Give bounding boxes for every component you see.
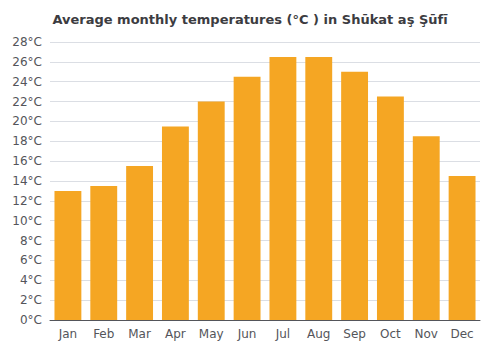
- svg-text:4°C: 4°C: [20, 273, 42, 287]
- svg-text:Dec: Dec: [450, 327, 473, 341]
- svg-text:Nov: Nov: [415, 327, 438, 341]
- svg-text:18°C: 18°C: [12, 134, 42, 148]
- svg-text:22°C: 22°C: [12, 95, 42, 109]
- svg-text:14°C: 14°C: [12, 174, 42, 188]
- svg-text:Feb: Feb: [93, 327, 114, 341]
- svg-text:28°C: 28°C: [12, 35, 42, 49]
- svg-text:Aug: Aug: [307, 327, 330, 341]
- svg-text:Sep: Sep: [343, 327, 366, 341]
- svg-text:16°C: 16°C: [12, 154, 42, 168]
- svg-text:20°C: 20°C: [12, 114, 42, 128]
- svg-text:Average monthly temperatures (: Average monthly temperatures (°C ) in Sh…: [52, 12, 448, 27]
- svg-text:12°C: 12°C: [12, 194, 42, 208]
- svg-text:Jun: Jun: [237, 327, 257, 341]
- svg-text:May: May: [199, 327, 224, 341]
- svg-text:6°C: 6°C: [20, 253, 42, 267]
- svg-text:10°C: 10°C: [12, 214, 42, 228]
- svg-text:2°C: 2°C: [20, 293, 42, 307]
- svg-text:8°C: 8°C: [20, 234, 42, 248]
- svg-text:Jul: Jul: [275, 327, 290, 341]
- svg-text:Oct: Oct: [380, 327, 401, 341]
- svg-text:Mar: Mar: [128, 327, 151, 341]
- svg-text:Apr: Apr: [165, 327, 186, 341]
- svg-text:26°C: 26°C: [12, 55, 42, 69]
- svg-text:Jan: Jan: [58, 327, 78, 341]
- svg-text:0°C: 0°C: [20, 313, 42, 327]
- svg-text:24°C: 24°C: [12, 75, 42, 89]
